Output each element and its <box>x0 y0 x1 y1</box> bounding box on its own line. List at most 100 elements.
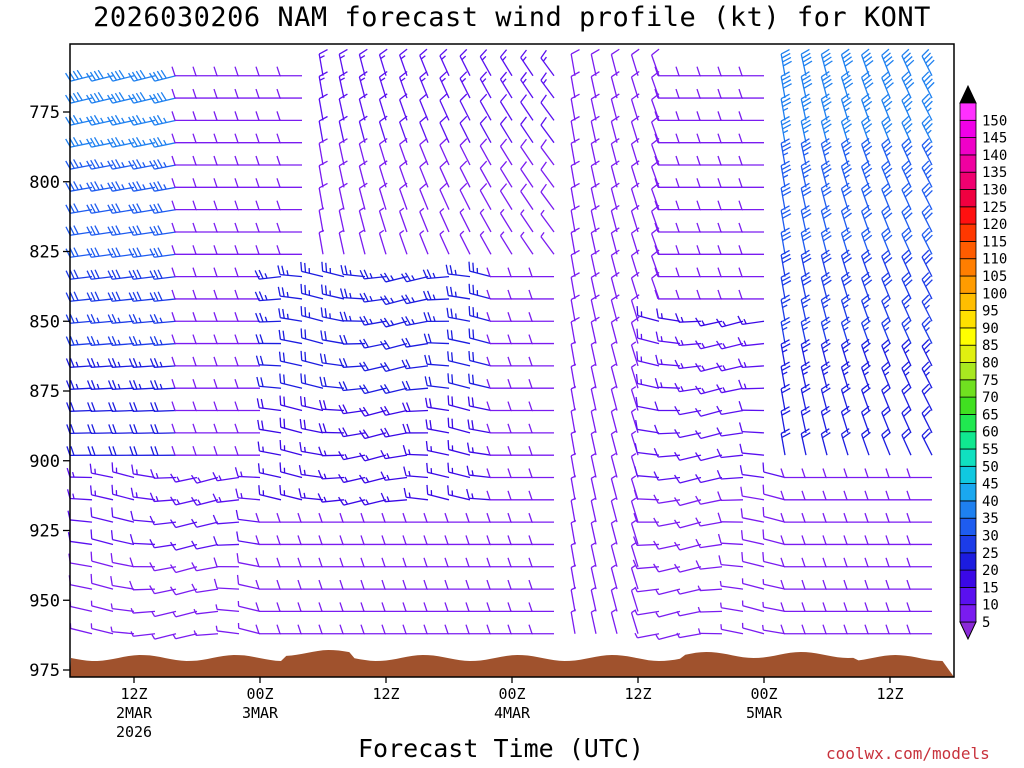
wind-barb <box>780 249 792 277</box>
wind-barb <box>234 133 260 144</box>
wind-barb <box>257 441 282 456</box>
wind-barb <box>716 340 744 350</box>
wind-barb <box>881 271 893 300</box>
wind-barb <box>360 535 386 546</box>
wind-barb <box>128 181 156 192</box>
x-axis-title: Forecast Time (UTC) <box>358 734 644 763</box>
wind-barb <box>254 269 282 280</box>
wind-barb <box>590 609 597 634</box>
wind-barb <box>654 155 680 166</box>
wind-barb <box>507 445 533 456</box>
wind-barb <box>716 362 744 372</box>
wind-barb <box>378 137 388 166</box>
colorbar-swatch <box>959 137 977 156</box>
wind-barb <box>149 159 177 170</box>
wind-barb <box>780 160 792 188</box>
wind-barb <box>694 430 723 440</box>
wind-barb <box>740 530 765 546</box>
wind-barb <box>111 484 135 501</box>
wind-barb <box>191 496 219 506</box>
wind-barb <box>466 465 492 479</box>
wind-barb <box>213 356 239 367</box>
wind-barb <box>318 207 325 233</box>
wind-barb <box>107 335 135 346</box>
wind-barb <box>425 419 450 434</box>
wind-barb <box>255 334 282 345</box>
wind-barb <box>486 579 512 590</box>
wind-barb <box>820 316 831 344</box>
wind-barb <box>590 385 597 411</box>
y-tick-label: 900 <box>29 452 60 472</box>
wind-barb <box>633 512 660 523</box>
wind-barb <box>590 519 597 545</box>
wind-barb <box>444 535 470 546</box>
wind-barb <box>840 93 852 121</box>
colorbar-label: 75 <box>982 373 999 389</box>
wind-barb <box>235 488 261 501</box>
wind-barb <box>861 70 874 99</box>
wind-barb <box>86 159 114 170</box>
colorbar-label: 125 <box>982 200 1007 216</box>
wind-barb <box>800 272 812 300</box>
wind-barb <box>675 133 701 144</box>
wind-barb <box>486 379 512 389</box>
wind-barb <box>90 623 114 635</box>
wind-barb <box>213 445 239 456</box>
wind-barb <box>192 66 218 77</box>
colorbar-swatch <box>959 119 977 139</box>
wind-barb <box>610 475 618 500</box>
wind-barb <box>520 49 534 77</box>
wind-barb <box>358 429 387 440</box>
wind-barb <box>921 428 933 456</box>
wind-barb <box>171 111 197 122</box>
wind-barb <box>419 207 429 233</box>
wind-barb <box>528 557 554 568</box>
wind-barb <box>447 462 471 479</box>
wind-barb <box>654 200 680 211</box>
wind-barb <box>540 183 555 211</box>
wind-barb <box>540 161 555 188</box>
wind-barb <box>864 602 890 613</box>
wind-barb <box>800 361 811 389</box>
wind-barb <box>921 205 933 233</box>
wind-barb <box>630 137 640 166</box>
wind-barb <box>843 512 869 523</box>
wind-barb <box>570 48 580 76</box>
wind-barb <box>213 312 239 322</box>
wind-barb <box>906 579 932 590</box>
wind-barb <box>300 328 324 345</box>
colorbar-swatch <box>959 517 977 536</box>
wind-barb <box>255 602 281 613</box>
wind-barb <box>424 354 450 367</box>
wind-barb <box>338 207 345 233</box>
wind-barb <box>820 93 832 121</box>
wind-barb <box>528 490 554 501</box>
wind-barb <box>800 316 811 344</box>
colorbar-swatch <box>959 206 977 225</box>
wind-barb <box>149 203 177 214</box>
wind-barb <box>277 286 303 300</box>
wind-barb <box>800 138 812 166</box>
wind-barb <box>570 385 577 411</box>
wind-barb <box>717 491 744 502</box>
wind-barb <box>507 289 533 300</box>
wind-barb <box>423 333 450 345</box>
wind-barb <box>422 269 450 280</box>
wind-barb <box>128 159 156 170</box>
wind-barb <box>468 261 492 278</box>
wind-barb <box>192 245 218 255</box>
wind-barb <box>402 512 428 523</box>
wind-barb <box>741 622 765 635</box>
colorbar-label: 130 <box>982 183 1007 199</box>
wind-barb <box>630 316 640 344</box>
wind-barb <box>716 384 744 394</box>
wind-barb <box>528 624 554 635</box>
wind-barb <box>655 633 681 641</box>
wind-barb <box>300 373 324 389</box>
wind-barb <box>171 445 197 456</box>
wind-barb <box>762 579 786 590</box>
wind-barb <box>213 289 239 300</box>
wind-barb <box>299 418 324 434</box>
wind-barb <box>507 267 533 278</box>
